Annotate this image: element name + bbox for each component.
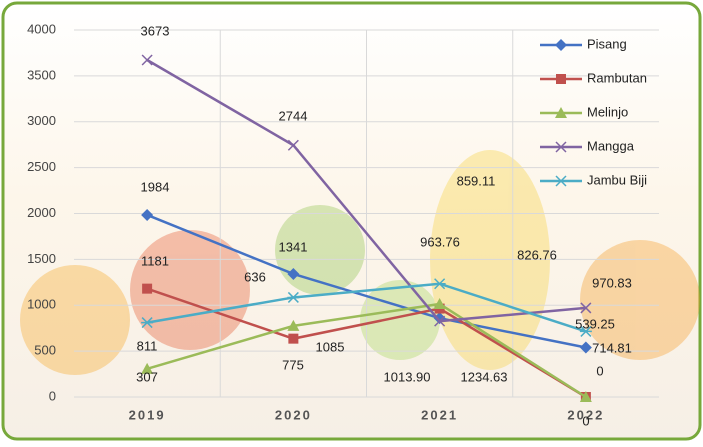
data-label: 3673: [141, 23, 170, 38]
data-label: 1181: [141, 253, 169, 268]
marker: [288, 334, 298, 344]
legend-label: Melinjo: [587, 104, 628, 119]
marker: [142, 284, 152, 294]
data-label: 1234.63: [461, 369, 508, 384]
data-label: 714.81: [592, 340, 632, 355]
data-label: 2744: [279, 108, 308, 123]
data-label: 0: [582, 413, 589, 428]
x-tick-label: 2019: [129, 407, 166, 422]
y-tick-label: 1000: [27, 297, 56, 312]
y-tick-label: 500: [34, 343, 56, 358]
legend-label: Mangga: [587, 138, 635, 153]
x-tick-label: 2020: [275, 407, 312, 422]
data-label: 1013.90: [384, 369, 431, 384]
data-label: 0: [596, 363, 603, 378]
legend-label: Jambu Biji: [587, 172, 647, 187]
y-tick-label: 3500: [27, 67, 56, 82]
data-label: 307: [136, 369, 158, 384]
marker: [556, 74, 566, 84]
data-label: 826.76: [517, 247, 557, 262]
data-label: 970.83: [592, 275, 632, 290]
data-label: 1341: [279, 239, 308, 254]
data-label: 636: [244, 269, 266, 284]
y-tick-label: 2000: [27, 205, 56, 220]
legend-label: Rambutan: [587, 70, 647, 85]
data-label: 811: [137, 338, 158, 353]
y-tick-label: 1500: [27, 251, 56, 266]
data-label: 859.11: [457, 173, 496, 188]
data-label: 539.25: [575, 316, 615, 331]
data-label: 963.76: [420, 234, 460, 249]
chart: 0 500 1000 1500 2000 2500 3000 3500 4000 2019 2020…: [0, 0, 703, 442]
y-tick-label: 3000: [27, 113, 56, 128]
legend-label: Pisang: [587, 36, 627, 51]
y-tick-label: 2500: [27, 159, 56, 174]
x-tick-label: 2021: [421, 407, 458, 422]
data-label: 1085: [316, 339, 345, 354]
y-tick-label: 4000: [27, 21, 56, 36]
page: {"chart_data": {"type": "line", "categor…: [0, 0, 703, 442]
data-label: 1984: [141, 179, 170, 194]
data-label: 775: [282, 357, 304, 372]
y-tick-label: 0: [49, 388, 56, 403]
